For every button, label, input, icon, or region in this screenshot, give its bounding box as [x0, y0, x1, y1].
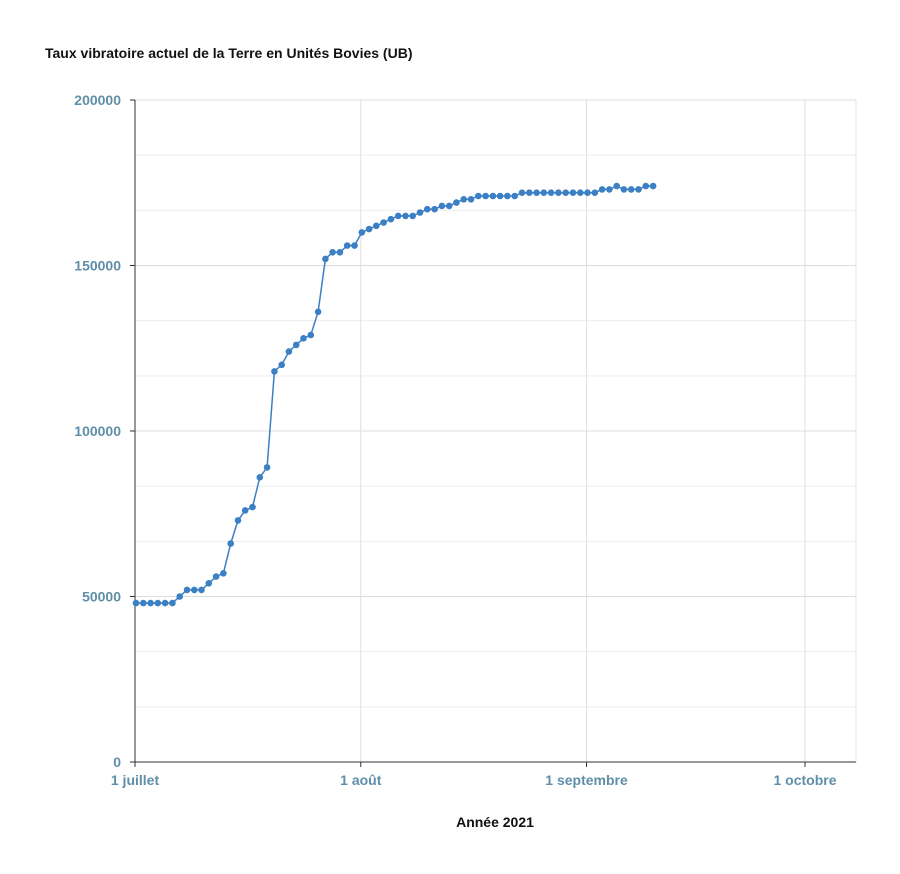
- data-point: [518, 189, 526, 196]
- data-point: [504, 192, 511, 200]
- data-point: [511, 192, 518, 200]
- data-point: [147, 599, 154, 607]
- data-point: [431, 205, 438, 213]
- data-point: [154, 599, 162, 607]
- data-point: [249, 503, 256, 511]
- data-point: [467, 196, 475, 203]
- data-point: [358, 229, 366, 236]
- data-point: [343, 242, 351, 249]
- data-point: [256, 474, 264, 481]
- data-point: [300, 335, 307, 342]
- data-point: [234, 517, 242, 524]
- data-point: [569, 189, 577, 196]
- chart-title: Taux vibratoire actuel de la Terre en Un…: [45, 45, 413, 61]
- data-point: [365, 225, 373, 233]
- data-point: [482, 192, 489, 200]
- data-point: [322, 255, 329, 263]
- data-point: [263, 464, 271, 471]
- data-point: [220, 570, 227, 577]
- data-point: [176, 593, 183, 600]
- grid-lines: [135, 99, 857, 762]
- data-point: [205, 580, 213, 587]
- data-point: [547, 189, 555, 196]
- x-axis-title: Année 2021: [456, 814, 534, 830]
- data-point: [606, 186, 613, 193]
- y-tick-label: 150000: [74, 258, 121, 274]
- y-tick-label: 50000: [82, 589, 121, 605]
- data-point: [540, 189, 548, 196]
- axes: [130, 99, 856, 767]
- data-point: [351, 242, 358, 249]
- data-point: [453, 199, 460, 206]
- data-point: [526, 189, 533, 196]
- data-point: [314, 308, 322, 316]
- data-point: [562, 189, 569, 196]
- data-point: [394, 212, 402, 220]
- data-point: [598, 186, 606, 193]
- data-point: [577, 189, 584, 196]
- data-point: [591, 189, 599, 196]
- data-point: [387, 215, 395, 223]
- data-point: [402, 212, 409, 220]
- data-point: [183, 586, 191, 594]
- data-point: [212, 573, 220, 580]
- data-point: [241, 507, 249, 514]
- x-tick-label: 1 août: [340, 772, 382, 788]
- data-point: [169, 599, 176, 607]
- data-point: [496, 192, 504, 200]
- data-point: [161, 599, 169, 607]
- data-point: [380, 219, 387, 226]
- data-point: [329, 249, 336, 256]
- data-point: [373, 222, 380, 230]
- data-point: [620, 186, 628, 193]
- data-point: [227, 540, 234, 547]
- data-point: [278, 361, 286, 369]
- x-tick-label: 1 juillet: [111, 772, 160, 788]
- data-point: [198, 586, 205, 594]
- data-point: [460, 196, 468, 203]
- data-point: [191, 586, 198, 594]
- series-line: [136, 185, 654, 604]
- data-point: [489, 192, 497, 200]
- data-point: [285, 348, 293, 355]
- y-tick-label: 0: [113, 754, 121, 770]
- data-point: [416, 209, 424, 216]
- data-point: [642, 182, 650, 190]
- data-point: [613, 182, 620, 190]
- data-point: [292, 341, 300, 349]
- data-point: [409, 212, 417, 220]
- data-point: [424, 205, 431, 213]
- x-tick-label: 1 octobre: [774, 772, 837, 788]
- data-point: [140, 599, 147, 607]
- data-point: [555, 189, 562, 196]
- data-point: [627, 186, 635, 193]
- data-point: [635, 186, 642, 193]
- data-point: [475, 192, 482, 200]
- data-point: [533, 189, 540, 196]
- y-tick-label: 100000: [74, 423, 121, 439]
- data-point: [438, 202, 446, 210]
- data-point: [132, 599, 140, 607]
- data-series: [132, 182, 657, 607]
- y-tick-label: 200000: [74, 92, 121, 108]
- data-point: [445, 202, 453, 210]
- tick-labels: 0 50000 100000 150000 200000 1 juillet 1 août 1…: [74, 92, 836, 788]
- data-point: [307, 331, 315, 339]
- data-point: [584, 189, 591, 196]
- data-point: [336, 249, 344, 256]
- data-point: [649, 182, 657, 190]
- x-tick-label: 1 septembre: [545, 772, 628, 788]
- data-point: [271, 368, 278, 375]
